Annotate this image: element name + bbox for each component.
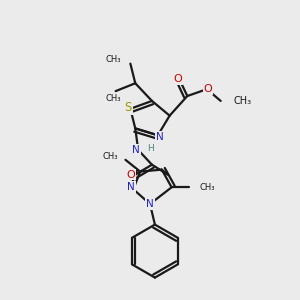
Text: O: O xyxy=(126,169,135,179)
Text: CH₃: CH₃ xyxy=(102,152,118,161)
Text: N: N xyxy=(156,132,164,142)
Text: O: O xyxy=(173,74,182,84)
Text: H: H xyxy=(147,143,153,152)
Text: CH₃: CH₃ xyxy=(199,183,214,192)
Text: O: O xyxy=(203,84,212,94)
Text: S: S xyxy=(125,101,132,114)
Text: CH₃: CH₃ xyxy=(233,96,252,106)
Text: CH₃: CH₃ xyxy=(105,55,121,64)
Text: N: N xyxy=(128,182,135,192)
Text: N: N xyxy=(132,145,140,155)
Text: N: N xyxy=(146,199,154,209)
Text: CH₃: CH₃ xyxy=(106,94,122,103)
